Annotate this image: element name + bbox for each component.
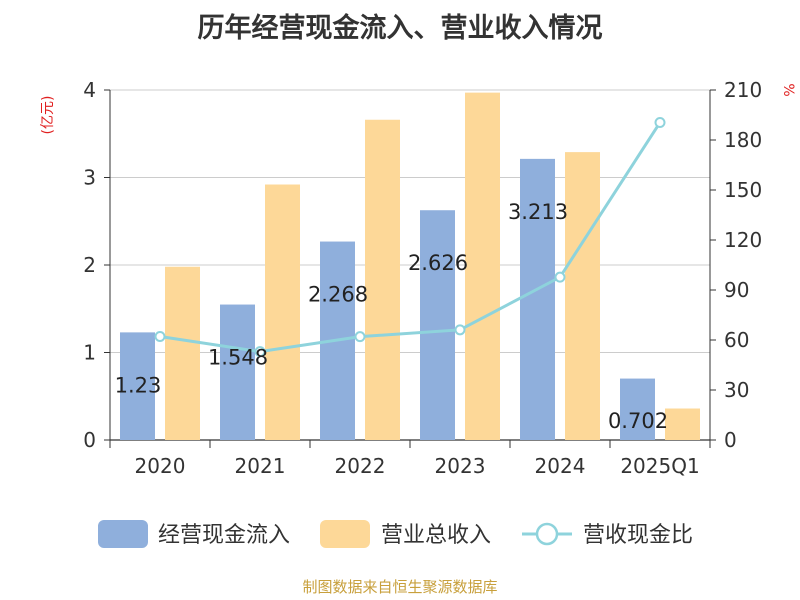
x-tick-label: 2020: [135, 454, 186, 478]
bar-cash-inflow: [420, 210, 455, 440]
bar-cash-inflow: [520, 158, 555, 441]
legend-label: 营业总收入: [381, 523, 491, 548]
y2-tick-label: 180: [724, 128, 762, 152]
line-point: [654, 117, 666, 128]
source-note: 制图数据来自恒生聚源数据库: [302, 578, 498, 596]
legend-swatch: [320, 520, 370, 548]
x-tick-label: 2023: [435, 454, 486, 478]
y2-tick-label: 90: [724, 278, 749, 302]
x-tick-label: 2022: [335, 454, 386, 478]
data-label: 0.702: [608, 409, 668, 433]
data-label: 3.213: [508, 200, 568, 224]
line-point: [454, 324, 466, 336]
bar-cash-inflow: [620, 378, 655, 440]
y-tick-label: 3: [83, 166, 96, 190]
bar-revenue: [665, 408, 700, 440]
legend-swatch: [98, 520, 148, 548]
y2-tick-label: 0: [724, 428, 737, 452]
line-point: [254, 346, 266, 358]
y2-tick-label: 60: [724, 328, 749, 352]
y-tick-label: 4: [83, 78, 96, 102]
y-tick-label: 1: [83, 341, 96, 365]
data-label: 1.23: [115, 373, 162, 397]
x-tick-label: 2021: [235, 454, 286, 478]
data-label: 2.268: [308, 283, 368, 307]
line-point: [354, 331, 366, 343]
x-tick-label: 2024: [535, 454, 586, 478]
legend-label: 营收现金比: [583, 523, 693, 548]
bar-revenue: [165, 266, 200, 440]
line-point: [154, 331, 166, 342]
x-tick-label: 2025Q1: [620, 454, 699, 478]
bar-revenue: [365, 119, 400, 440]
y-tick-label: 2: [83, 253, 96, 277]
y2-tick-label: 30: [724, 378, 749, 402]
chart-title: 历年经营现金流入、营业收入情况: [197, 13, 603, 44]
y2-axis-label: %: [780, 83, 796, 96]
line-point: [554, 271, 566, 283]
legend-swatch-marker: [535, 522, 559, 546]
bar-cash-inflow: [120, 332, 155, 440]
line-series-ratio: [159, 121, 662, 354]
bar-revenue: [565, 152, 600, 440]
y2-tick-label: 120: [724, 228, 762, 252]
y2-tick-label: 150: [724, 178, 762, 202]
y-tick-label: 0: [83, 428, 96, 452]
y-axis-label: (亿元): [40, 96, 56, 135]
legend-label: 经营现金流入: [158, 523, 290, 548]
data-label: 1.548: [208, 346, 268, 370]
bar-revenue: [265, 184, 300, 440]
y2-tick-label: 210: [724, 78, 762, 102]
bar-revenue: [465, 92, 500, 440]
data-label: 2.626: [408, 251, 468, 275]
bar-cash-inflow: [220, 304, 255, 440]
